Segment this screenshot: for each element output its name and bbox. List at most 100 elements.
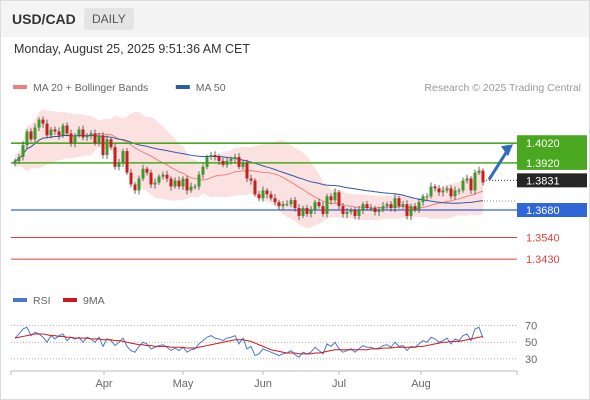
candle-body-80 — [333, 192, 337, 201]
candle-body-9 — [49, 129, 53, 136]
candle-body-31 — [137, 178, 141, 191]
candle-body-57 — [241, 162, 245, 167]
forecast-arrow-head — [501, 144, 513, 157]
candle-body-95 — [393, 198, 397, 209]
candle-body-58 — [245, 162, 249, 179]
candle-body-52 — [221, 160, 225, 165]
candle-body-49 — [209, 155, 213, 157]
candle-body-111 — [457, 190, 461, 192]
candle-body-1 — [17, 156, 21, 161]
current-price-tag-bg — [517, 173, 587, 188]
candle-body-79 — [329, 196, 333, 201]
candle-body-2 — [21, 145, 25, 157]
candle-body-107 — [441, 190, 445, 193]
price-legend: MA 20 + Bollinger Bands MA 50 — [13, 82, 226, 94]
candle-body-73 — [305, 208, 309, 214]
candle-body-44 — [189, 186, 193, 191]
candle-body-104 — [429, 186, 433, 197]
candle-body-61 — [257, 194, 261, 199]
pivot-tag-bg — [517, 203, 587, 218]
candle-body-91 — [377, 210, 381, 212]
candle-body-74 — [309, 210, 313, 214]
candle-body-43 — [185, 178, 189, 191]
candle-body-86 — [357, 210, 361, 216]
candle-body-77 — [321, 206, 325, 214]
candle-body-66 — [277, 202, 281, 207]
candle-body-11 — [57, 131, 61, 136]
candle-body-78 — [325, 196, 329, 214]
candle-body-62 — [261, 190, 265, 199]
candle-body-98 — [405, 204, 409, 216]
candle-body-46 — [197, 174, 201, 187]
rsi-tick-50: 50 — [525, 337, 537, 349]
candle-body-90 — [373, 208, 377, 212]
candle-body-3 — [25, 131, 29, 146]
candle-body-89 — [369, 208, 373, 210]
candle-body-68 — [285, 204, 289, 206]
candle-body-13 — [65, 125, 69, 134]
candle-body-103 — [425, 196, 429, 198]
candle-body-38 — [165, 174, 169, 179]
candle-body-84 — [349, 210, 353, 212]
candle-body-17 — [81, 129, 85, 138]
level-label-1.3540: 1.3540 — [526, 233, 560, 245]
candle-body-97 — [401, 204, 405, 207]
legend-label-0: MA 20 + Bollinger Bands — [33, 82, 148, 94]
pivot-tag-text: 1.3680 — [526, 205, 560, 217]
candle-body-54 — [229, 158, 233, 161]
timeframe-badge[interactable]: DAILY — [84, 8, 134, 30]
candle-body-110 — [453, 190, 457, 197]
credit-text: Research © 2025 Trading Central — [424, 82, 581, 94]
candle-body-109 — [449, 188, 453, 197]
candle-body-15 — [73, 135, 77, 144]
candle-body-47 — [201, 166, 205, 175]
candle-body-37 — [161, 174, 165, 177]
candle-body-88 — [365, 204, 369, 209]
candle-body-7 — [41, 119, 45, 124]
level-label-1.3920: 1.3920 — [526, 158, 560, 170]
timestamp: Monday, August 25, 2025 9:51:36 AM CET — [14, 42, 251, 56]
rsi-legend-label: RSI — [33, 295, 51, 307]
candle-body-50 — [213, 155, 217, 157]
rsi-legend: RSI 9MA — [13, 295, 105, 307]
candle-body-35 — [153, 182, 157, 185]
candle-body-117 — [481, 170, 485, 183]
candle-body-30 — [133, 184, 137, 191]
candle-body-87 — [361, 204, 365, 211]
candle-body-5 — [33, 127, 37, 140]
candle-body-63 — [265, 190, 269, 195]
legend-label-1: MA 50 — [196, 82, 226, 94]
level-label-1.4020: 1.4020 — [526, 138, 560, 150]
candle-body-81 — [337, 192, 341, 207]
candle-body-113 — [465, 178, 469, 181]
x-tick-label-Jul: Jul — [332, 378, 346, 390]
candle-body-32 — [141, 168, 145, 179]
candle-body-100 — [413, 206, 417, 211]
resistance-box — [517, 135, 587, 170]
ma50-line — [14, 134, 484, 204]
candle-body-56 — [237, 156, 241, 167]
candle-body-64 — [269, 194, 273, 199]
candle-body-33 — [145, 168, 149, 173]
rsi-tick-30: 30 — [525, 354, 537, 366]
candle-body-26 — [117, 162, 121, 167]
ma20-line — [14, 133, 484, 209]
current-price-tag: 1.3831 — [517, 173, 587, 188]
candle-body-69 — [289, 200, 293, 205]
candle-body-71 — [297, 208, 301, 216]
candle-body-24 — [109, 139, 113, 148]
candle-body-55 — [233, 156, 237, 159]
candle-body-12 — [61, 125, 65, 136]
candle-body-4 — [29, 131, 33, 140]
candle-body-23 — [105, 139, 109, 156]
x-tick-label-Aug: Aug — [411, 378, 431, 390]
candle-body-65 — [273, 198, 277, 203]
candle-body-40 — [173, 180, 177, 187]
candle-body-48 — [205, 156, 209, 167]
candle-body-82 — [341, 206, 345, 214]
candle-body-0 — [13, 160, 17, 164]
candle-body-10 — [53, 129, 57, 132]
candle-body-20 — [93, 133, 97, 144]
